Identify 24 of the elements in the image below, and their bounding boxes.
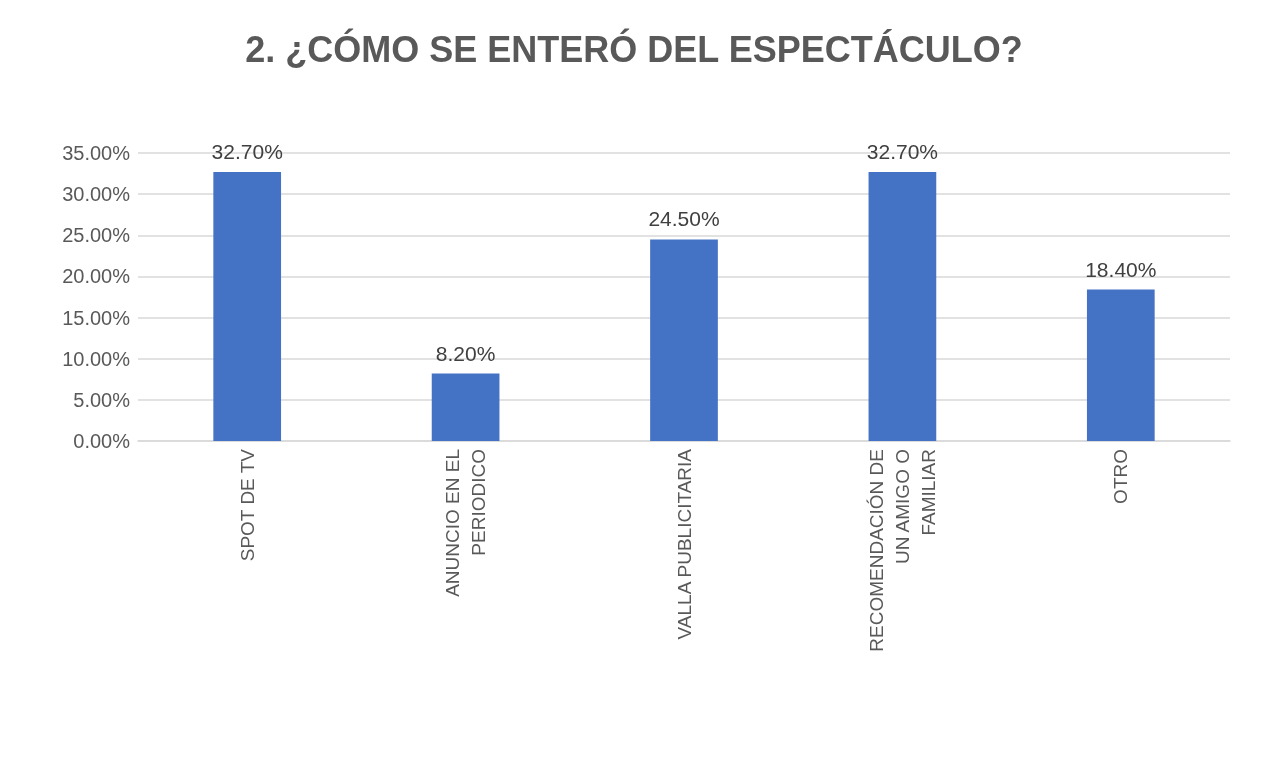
x-tick-label: RECOMENDACIÓN DE UN AMIGO O FAMILIAR [865, 449, 939, 652]
data-label: 18.40% [1085, 257, 1157, 281]
y-tick-label: 5.00% [73, 388, 131, 411]
bar [650, 239, 718, 441]
bar [1086, 289, 1155, 441]
y-tick-label: 25.00% [62, 224, 131, 247]
bar [431, 373, 500, 441]
bar [868, 171, 937, 441]
data-label: 24.50% [648, 207, 720, 231]
bar [213, 171, 282, 441]
y-tick-label: 35.00% [62, 142, 131, 164]
y-tick-label: 20.00% [62, 265, 131, 288]
x-tick-label: VALLA PUBLICITARIA [673, 448, 695, 640]
data-label: 8.20% [435, 341, 496, 365]
x-tick-label: OTRO [1110, 449, 1132, 504]
chart-title: 2. ¿CÓMO SE ENTERÓ DEL ESPECTÁCULO? [245, 27, 1023, 70]
y-tick-label: 0.00% [73, 430, 131, 452]
y-tick-label: 10.00% [62, 347, 131, 370]
data-label: 32.70% [211, 139, 283, 163]
data-label: 32.70% [866, 139, 939, 163]
x-tick-label: SPOT DE TV [236, 448, 258, 562]
y-tick-label: 15.00% [62, 306, 131, 329]
x-tick-label: ANUNCIO EN EL PERIODICO [442, 449, 490, 597]
y-tick-label: 30.00% [62, 183, 131, 206]
